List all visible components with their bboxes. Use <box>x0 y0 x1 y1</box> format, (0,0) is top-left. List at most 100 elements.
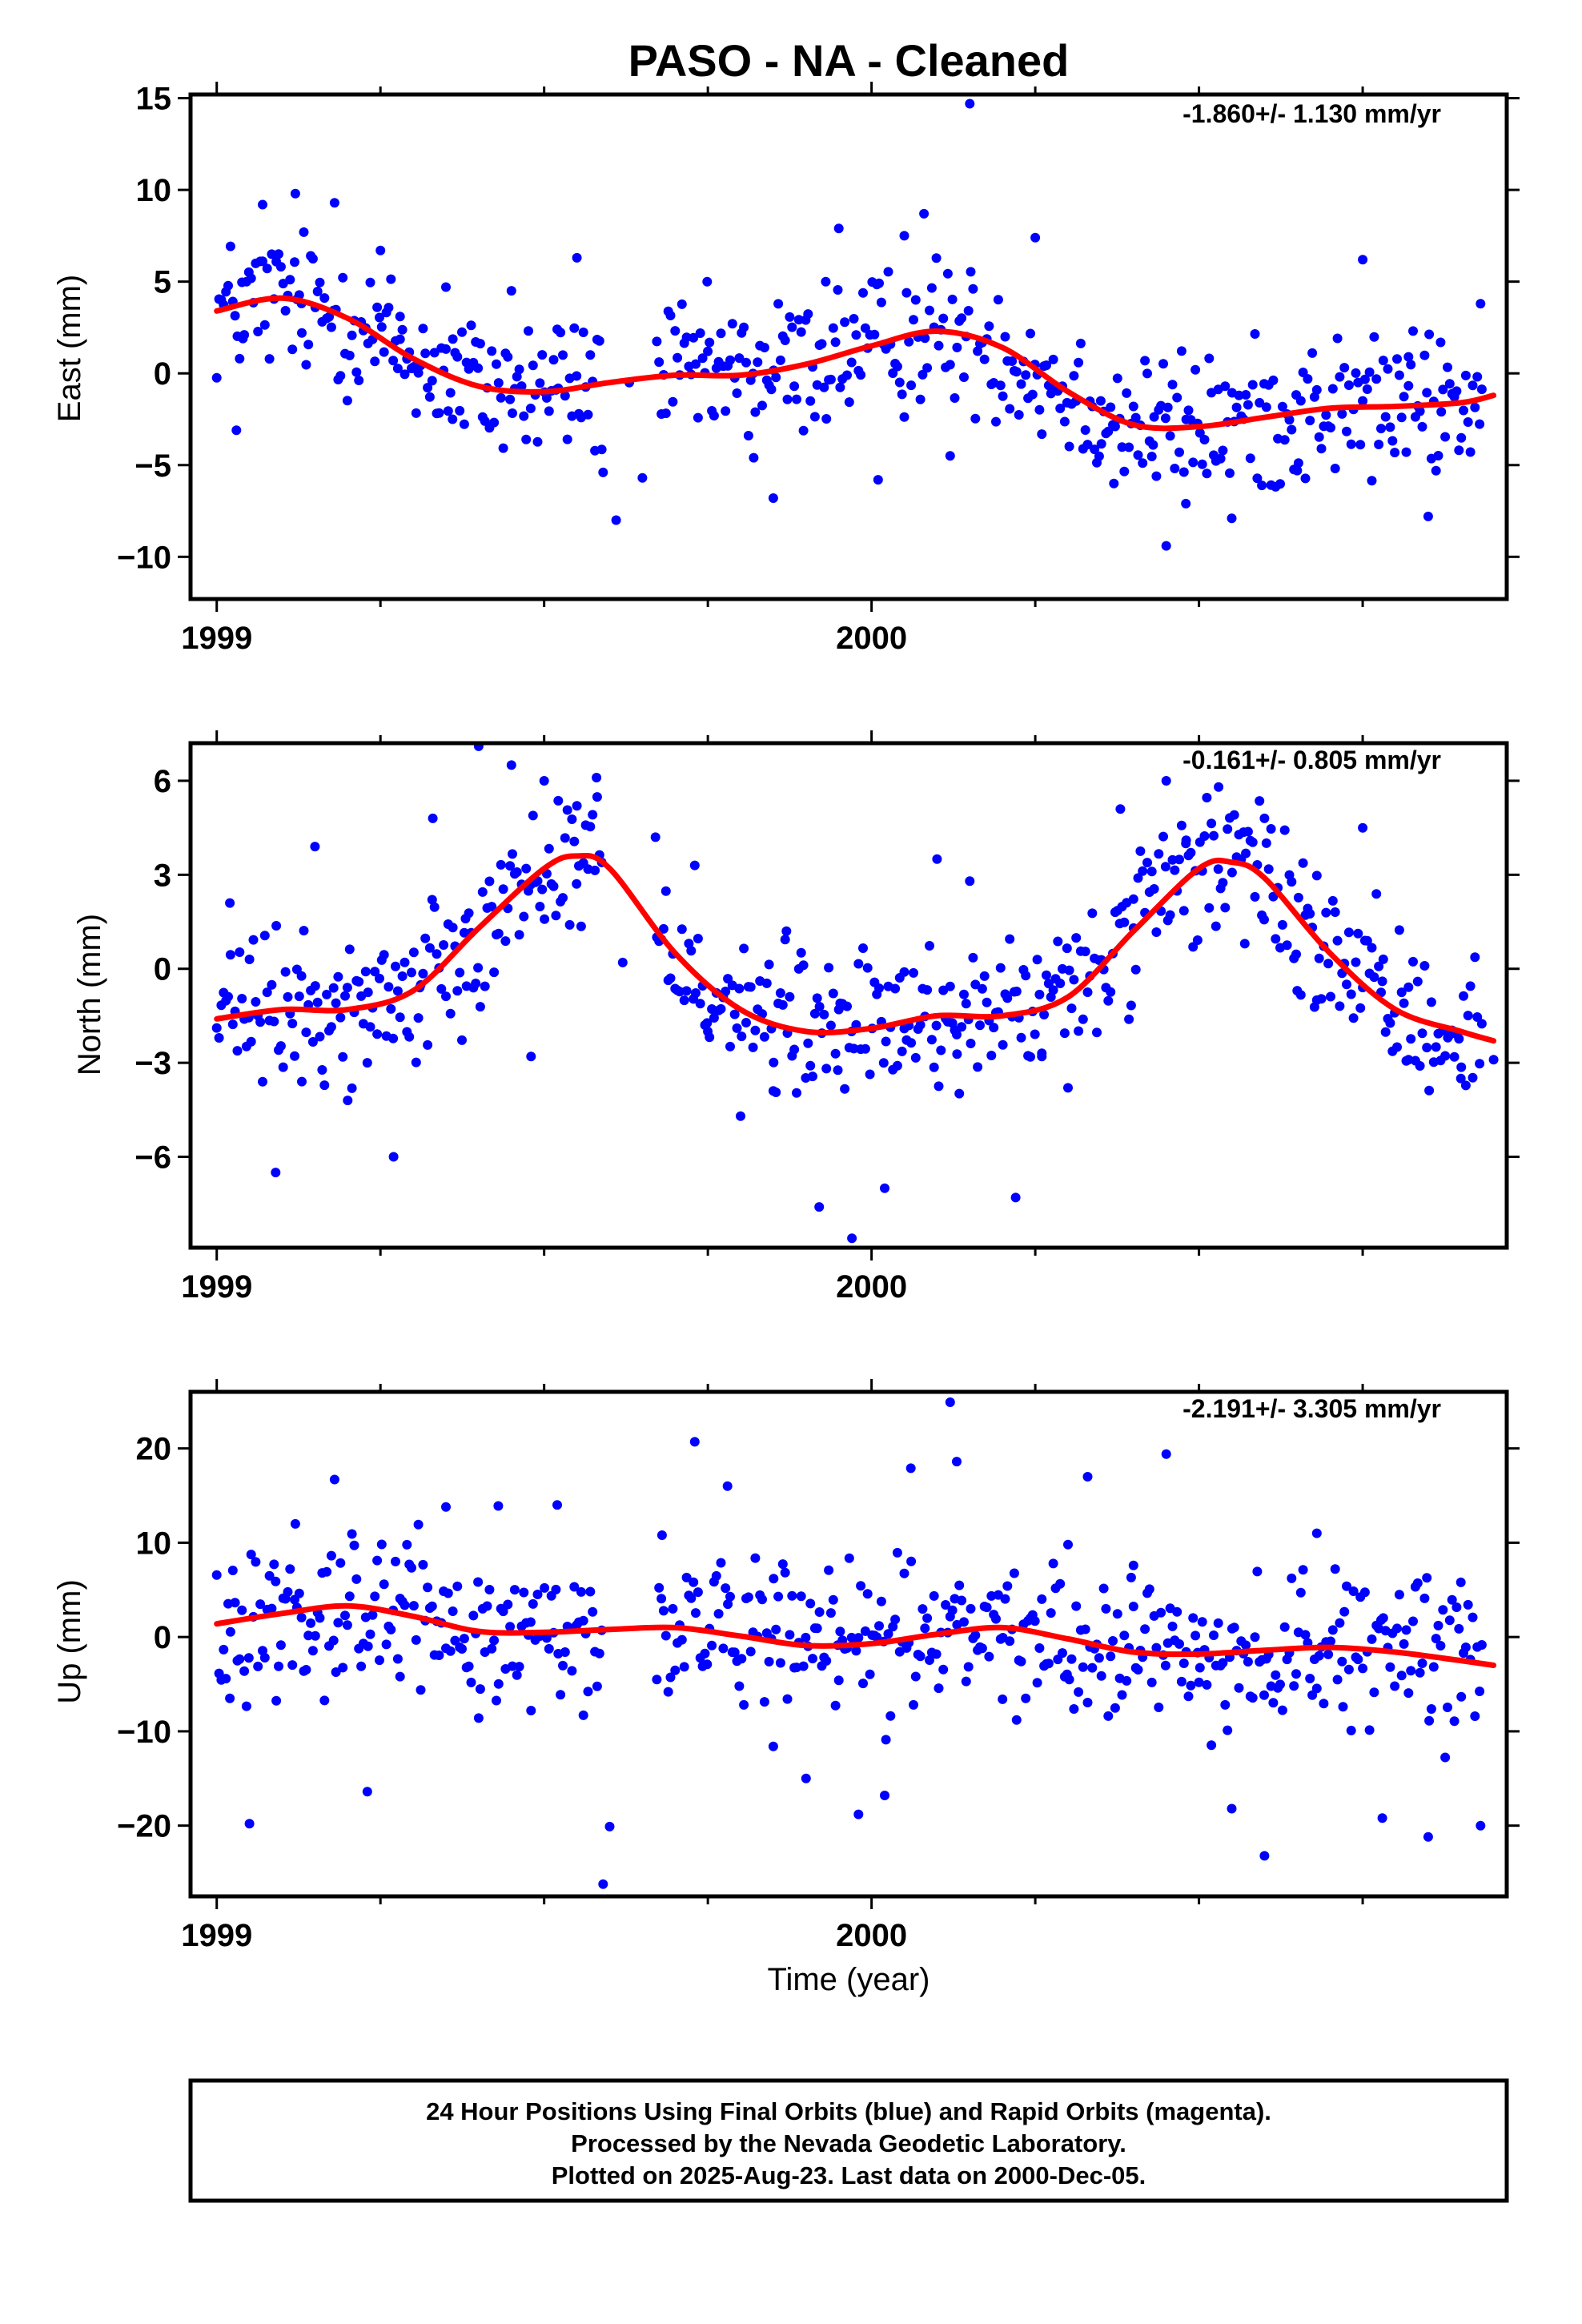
data-point <box>1305 416 1315 426</box>
data-point <box>781 926 792 936</box>
data-point <box>775 988 785 998</box>
data-point <box>1106 1651 1116 1662</box>
data-point <box>452 352 463 362</box>
data-point <box>1122 1675 1132 1686</box>
data-point <box>942 268 953 279</box>
data-point <box>1030 232 1041 243</box>
data-point <box>258 199 267 210</box>
data-point <box>411 408 421 418</box>
up-y-axis-label: Up (mm) <box>52 1579 87 1704</box>
data-point <box>503 352 513 362</box>
data-point <box>441 344 451 354</box>
data-point <box>1183 1691 1194 1702</box>
data-point <box>407 967 416 978</box>
data-point <box>809 412 820 422</box>
data-point <box>1275 479 1285 489</box>
data-point <box>689 1437 700 1447</box>
data-point <box>551 1584 561 1594</box>
data-point <box>1250 329 1260 339</box>
data-point <box>482 1601 492 1611</box>
data-point <box>418 1559 428 1570</box>
data-point <box>1257 480 1267 491</box>
data-point <box>689 860 700 870</box>
data-point <box>287 344 298 355</box>
data-point <box>498 1606 508 1617</box>
data-point <box>487 1643 497 1654</box>
data-point <box>347 1083 357 1093</box>
data-point <box>540 1582 550 1593</box>
data-point <box>508 408 517 418</box>
data-point <box>1165 910 1175 920</box>
data-point <box>1197 1617 1207 1627</box>
data-point <box>1472 372 1483 382</box>
data-point <box>1069 975 1079 985</box>
data-point <box>294 991 304 1002</box>
data-point <box>679 995 689 1006</box>
data-point <box>677 924 687 935</box>
data-point <box>1181 838 1191 849</box>
data-point <box>1000 1594 1010 1604</box>
data-point <box>1353 1655 1363 1665</box>
data-point <box>1170 464 1180 473</box>
data-point <box>251 1557 261 1567</box>
data-point <box>1311 870 1322 881</box>
data-point <box>652 336 662 347</box>
data-point <box>1007 356 1018 366</box>
data-point <box>658 923 669 934</box>
data-point <box>934 1081 944 1092</box>
data-point <box>1279 1622 1290 1632</box>
data-point <box>386 1624 396 1634</box>
data-point <box>408 1601 419 1611</box>
data-point <box>370 1591 380 1602</box>
data-point <box>441 282 451 292</box>
data-point <box>1202 1679 1212 1690</box>
data-point <box>1188 942 1199 952</box>
data-point <box>379 950 389 960</box>
data-point <box>1332 935 1343 946</box>
data-point <box>757 400 767 411</box>
data-point <box>441 1502 451 1512</box>
data-point <box>475 339 485 349</box>
data-point <box>833 223 844 234</box>
data-point <box>1110 421 1120 432</box>
data-point <box>1342 426 1351 436</box>
data-point <box>1039 1010 1050 1019</box>
data-point <box>1227 513 1237 524</box>
data-point <box>1181 498 1191 509</box>
data-point <box>516 381 527 392</box>
data-point <box>1454 1034 1464 1044</box>
data-point <box>748 1042 758 1052</box>
data-point <box>1396 412 1407 423</box>
data-point <box>1358 396 1368 406</box>
x-tick-label: 2000 <box>836 621 907 656</box>
x-tick-label: 1999 <box>181 1918 252 1953</box>
data-point <box>977 983 987 994</box>
data-point <box>1348 1586 1359 1596</box>
data-point <box>922 363 933 373</box>
data-point <box>1300 473 1311 484</box>
data-point <box>1475 1059 1485 1069</box>
data-point <box>473 1577 484 1587</box>
data-point <box>1138 866 1148 876</box>
data-point <box>1470 402 1480 412</box>
data-point <box>957 1595 967 1606</box>
data-point <box>1468 380 1478 391</box>
data-point <box>931 1649 942 1659</box>
data-point <box>1343 380 1354 390</box>
data-point <box>782 394 793 404</box>
data-point <box>365 277 375 287</box>
up-panel: -2.191+/- 3.305 mm/yr Up (mm) −20 −10 0 10 2… <box>52 1379 1520 1953</box>
data-point <box>661 1630 671 1641</box>
data-point <box>1475 1687 1485 1696</box>
data-point <box>1415 406 1425 416</box>
data-point <box>1268 375 1279 385</box>
data-point <box>503 1599 513 1610</box>
data-point <box>343 1096 353 1106</box>
data-point <box>1337 408 1347 419</box>
data-point <box>225 950 235 960</box>
data-point <box>1385 422 1395 432</box>
east-position-points <box>211 99 1487 551</box>
data-point <box>925 941 934 951</box>
data-point <box>1424 1715 1435 1726</box>
data-point <box>617 957 628 967</box>
